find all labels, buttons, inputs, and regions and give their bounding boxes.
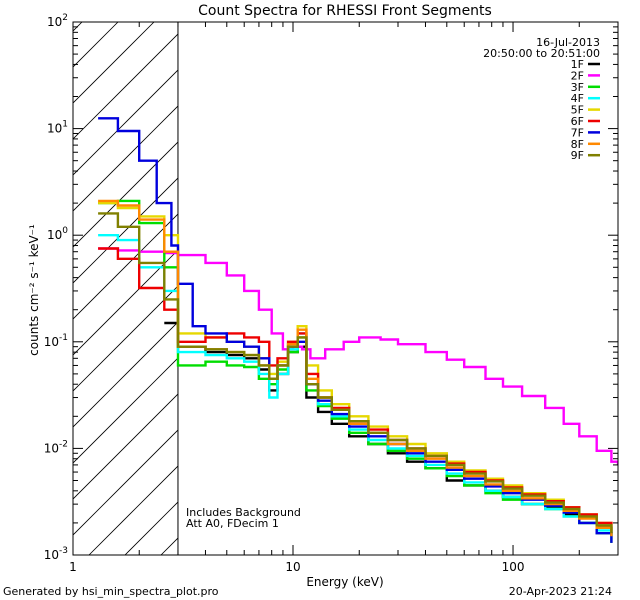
legend-label-9F: 9F	[571, 149, 584, 162]
legend-label-6F: 6F	[571, 115, 584, 128]
x-tick-label: 100	[502, 560, 525, 574]
legend-label-1F: 1F	[571, 58, 584, 71]
legend-label-4F: 4F	[571, 92, 584, 105]
series-line-2F	[98, 247, 618, 465]
y-tick-label: 100	[47, 226, 68, 242]
y-tick-label: 10-1	[44, 333, 68, 349]
legend-label-2F: 2F	[571, 69, 584, 82]
legend-label-5F: 5F	[571, 104, 584, 117]
x-axis: 1 10 100	[69, 22, 619, 574]
time-range-label: 20:50:00 to 20:51:00	[483, 47, 600, 60]
x-axis-label: Energy (keV)	[306, 575, 383, 589]
date-label: 16-Jul-2013	[536, 36, 600, 49]
annotation-background: Includes Background	[186, 506, 301, 519]
x-tick-label: 10	[285, 560, 300, 574]
footer-timestamp: 20-Apr-2023 21:24	[509, 585, 612, 598]
legend-label-8F: 8F	[571, 138, 584, 151]
chart-title: Count Spectra for RHESSI Front Segments	[198, 3, 492, 19]
y-axis-label: counts cm⁻² s⁻¹ keV⁻¹	[27, 224, 41, 356]
plot-frame	[72, 21, 619, 556]
y-tick-label: 10-2	[44, 439, 68, 455]
legend-label-7F: 7F	[571, 126, 584, 139]
footer-generated-by: Generated by hsi_min_spectra_plot.pro	[3, 585, 219, 598]
y-axis: 102 101 100 10-1 10-2 10-3	[44, 13, 618, 562]
y-tick-label: 101	[47, 120, 68, 136]
y-tick-label: 102	[47, 13, 68, 29]
y-tick-label: 10-3	[44, 546, 68, 562]
x-tick-label: 1	[69, 560, 77, 574]
series-layer	[98, 117, 618, 543]
series-line-9F	[98, 212, 613, 534]
series-line-4F	[98, 234, 613, 540]
legend-label-3F: 3F	[571, 81, 584, 94]
annotation-attenuator: Att A0, FDecim 1	[186, 517, 279, 530]
